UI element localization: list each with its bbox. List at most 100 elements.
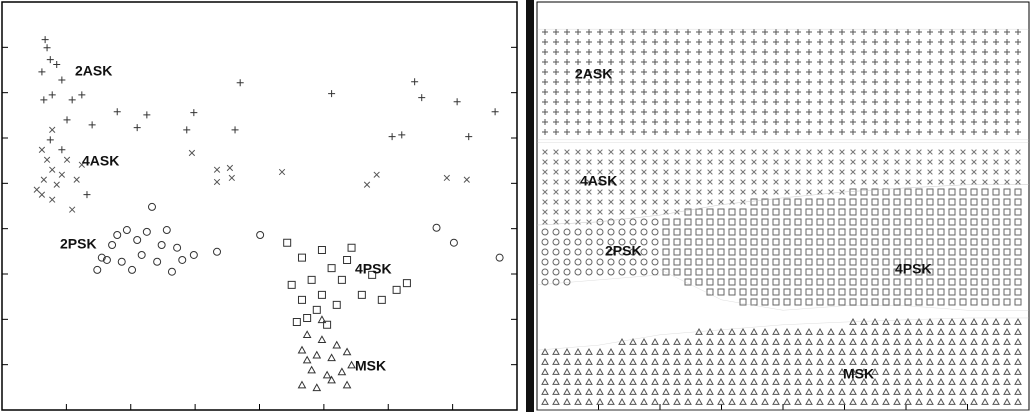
point	[256, 231, 265, 240]
point	[46, 136, 54, 144]
marker	[993, 29, 999, 35]
marker	[695, 268, 703, 276]
marker	[618, 337, 626, 345]
marker	[894, 49, 900, 55]
point	[411, 78, 419, 86]
marker	[838, 347, 846, 355]
marker	[706, 357, 714, 365]
marker	[938, 119, 944, 125]
marker	[707, 189, 713, 195]
marker	[762, 79, 768, 85]
marker	[608, 129, 614, 135]
marker	[552, 278, 560, 286]
marker	[992, 347, 1000, 355]
marker	[949, 29, 955, 35]
marker	[916, 29, 922, 35]
point	[147, 202, 156, 211]
marker	[794, 347, 802, 355]
marker	[1015, 29, 1021, 35]
marker	[553, 149, 559, 155]
marker	[893, 258, 901, 266]
marker	[575, 49, 581, 55]
marker	[772, 228, 780, 236]
marker	[706, 397, 714, 405]
marker	[992, 248, 1000, 256]
marker	[706, 208, 714, 216]
marker	[795, 149, 801, 155]
marker	[695, 238, 703, 246]
marker	[959, 218, 967, 226]
marker	[861, 59, 867, 65]
marker	[563, 367, 571, 375]
marker	[630, 99, 636, 105]
marker	[960, 69, 966, 75]
marker	[751, 169, 757, 175]
marker	[1014, 258, 1022, 266]
marker	[904, 228, 912, 236]
marker	[850, 49, 856, 55]
marker	[993, 99, 999, 105]
point	[302, 355, 312, 364]
marker	[596, 347, 604, 355]
marker	[926, 317, 934, 325]
marker	[597, 49, 603, 55]
marker	[773, 79, 779, 85]
marker	[563, 387, 571, 395]
marker	[663, 159, 669, 165]
marker	[860, 387, 868, 395]
marker	[696, 39, 702, 45]
marker	[838, 268, 846, 276]
marker	[960, 149, 966, 155]
marker	[750, 357, 758, 365]
marker	[706, 347, 714, 355]
point	[213, 247, 222, 256]
marker	[871, 218, 879, 226]
marker	[1015, 69, 1021, 75]
marker	[927, 149, 933, 155]
marker	[937, 357, 945, 365]
marker	[827, 208, 835, 216]
marker	[839, 79, 845, 85]
marker	[651, 268, 659, 276]
marker	[959, 397, 967, 405]
marker	[597, 129, 603, 135]
marker	[916, 69, 922, 75]
marker	[816, 298, 824, 306]
marker	[860, 397, 868, 405]
marker	[563, 228, 571, 236]
marker	[696, 149, 702, 155]
marker	[871, 397, 879, 405]
marker	[926, 188, 934, 196]
marker	[673, 228, 681, 236]
marker	[619, 129, 625, 135]
marker	[553, 119, 559, 125]
marker	[1014, 198, 1022, 206]
marker	[619, 109, 625, 115]
region-upper-edge	[536, 317, 1029, 351]
marker	[641, 129, 647, 135]
marker	[783, 377, 791, 385]
marker	[838, 198, 846, 206]
marker	[762, 59, 768, 65]
point	[398, 131, 406, 139]
marker	[904, 198, 912, 206]
marker	[948, 377, 956, 385]
marker	[541, 258, 549, 266]
marker	[927, 59, 933, 65]
marker	[673, 357, 681, 365]
marker	[904, 188, 912, 196]
marker	[915, 387, 923, 395]
marker	[992, 208, 1000, 216]
marker	[883, 149, 889, 155]
marker	[948, 367, 956, 375]
marker	[1003, 317, 1011, 325]
marker	[794, 198, 802, 206]
marker	[574, 387, 582, 395]
marker	[563, 248, 571, 256]
marker	[905, 129, 911, 135]
marker	[772, 347, 780, 355]
marker	[574, 397, 582, 405]
marker	[553, 209, 559, 215]
marker	[971, 89, 977, 95]
marker	[982, 179, 988, 185]
